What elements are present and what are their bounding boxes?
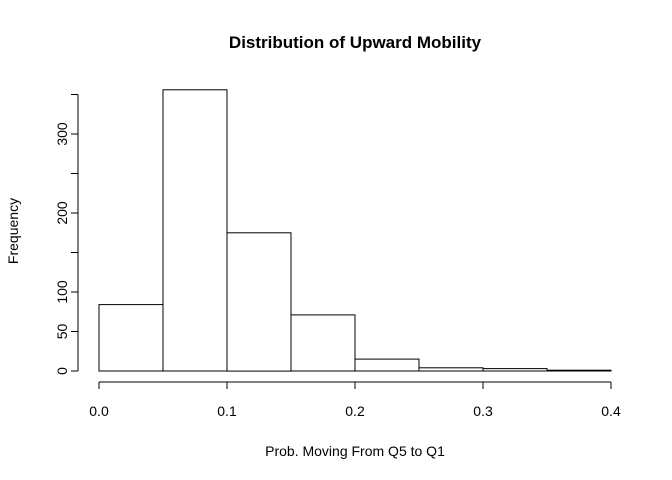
chart-title: Distribution of Upward Mobility (229, 33, 482, 52)
y-tick-label: 300 (54, 122, 70, 146)
histogram-bar (418, 367, 484, 372)
y-axis-label: Frequency (5, 198, 21, 264)
y-axis: 0 50 100 200 300 (54, 94, 79, 375)
y-tick-label: 100 (54, 280, 70, 304)
y-tick-label: 200 (54, 201, 70, 225)
x-axis-label: Prob. Moving From Q5 to Q1 (265, 443, 445, 459)
x-tick-label: 0.1 (217, 403, 237, 419)
x-tick-label: 0.3 (473, 403, 493, 419)
histogram-bar (226, 232, 292, 372)
bars-group (98, 89, 612, 372)
x-tick-label: 0.0 (89, 403, 109, 419)
y-tick-label: 50 (54, 324, 70, 340)
histogram-bar (162, 89, 228, 372)
x-tick-label: 0.4 (601, 403, 621, 419)
x-tick-label: 0.2 (345, 403, 365, 419)
histogram-bar (98, 304, 164, 372)
histogram-bar (546, 369, 612, 372)
histogram-bar (354, 358, 420, 372)
histogram-bar (482, 368, 548, 372)
x-axis: 0.0 0.1 0.2 0.3 0.4 (89, 381, 621, 419)
histogram-bar (290, 314, 356, 372)
y-tick-label: 0 (54, 367, 70, 375)
